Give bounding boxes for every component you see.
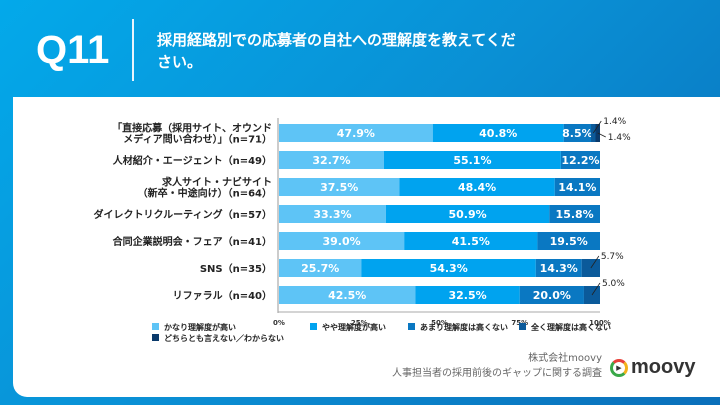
- callout-line: [590, 255, 600, 269]
- bar-segment: [519, 286, 584, 304]
- category-label: リファラル（n=40）: [173, 289, 272, 302]
- bar-segment: [549, 205, 600, 223]
- data-label: 48.4%: [458, 181, 496, 194]
- data-label: 1.4%: [603, 117, 626, 127]
- callout-line: [592, 120, 602, 134]
- data-label: 8.5%: [562, 127, 593, 140]
- category-label: 人材紹介・エージェント（n=49）: [113, 154, 272, 167]
- legend-swatch: [519, 323, 526, 330]
- moovy-logo: ▶ moovy: [610, 356, 695, 379]
- data-label: 54.3%: [430, 262, 468, 275]
- data-label: 40.8%: [479, 127, 517, 140]
- data-label: 33.3%: [313, 208, 351, 221]
- data-label: 5.7%: [601, 252, 624, 262]
- bar-segment: [563, 124, 592, 142]
- x-tick-label: 0%: [273, 319, 285, 327]
- data-label: 55.1%: [453, 154, 491, 167]
- legend-swatch: [310, 323, 317, 330]
- source-company: 株式会社moovy: [528, 353, 602, 364]
- x-tick-label: 100%: [589, 319, 611, 327]
- bar-segment: [385, 205, 550, 223]
- data-label: 15.8%: [556, 208, 594, 221]
- data-label: 5.0%: [602, 279, 625, 289]
- bar-segment: [279, 151, 384, 169]
- category-label: ダイレクトリクルーティング（n=57）: [93, 208, 272, 221]
- data-label: 25.7%: [301, 262, 339, 275]
- data-label: 41.5%: [452, 235, 490, 248]
- legend-swatch: [408, 323, 415, 330]
- bar-segment: [535, 259, 582, 277]
- data-label: 20.0%: [533, 289, 571, 302]
- divider: [132, 19, 134, 81]
- data-label: 47.9%: [337, 127, 375, 140]
- bar-segment: [361, 259, 536, 277]
- legend-label: かなり理解度が高い: [164, 322, 236, 332]
- bar-segment: [279, 205, 386, 223]
- data-label: 14.3%: [540, 262, 578, 275]
- source-survey: 人事担当者の採用前後のギャップに関する調査: [392, 368, 602, 379]
- data-label: 14.1%: [558, 181, 596, 194]
- data-label: 39.0%: [323, 235, 361, 248]
- bar-segment: [404, 232, 538, 250]
- callout-line: [591, 282, 601, 296]
- bar-segment: [432, 124, 564, 142]
- data-label: 42.5%: [328, 289, 366, 302]
- data-label: 19.5%: [550, 235, 588, 248]
- category-label: （新卒・中途向け）（n=64）: [138, 187, 272, 200]
- category-label: メディア問い合わせ）」（n=71）: [123, 133, 272, 146]
- bar-segment: [560, 151, 600, 169]
- data-label: 37.5%: [320, 181, 358, 194]
- category-label: 求人サイト・ナビサイト: [162, 176, 272, 189]
- bar-segment: [399, 178, 555, 196]
- bar-segment: [279, 124, 433, 142]
- bar-segment: [537, 232, 600, 250]
- category-label: 「直接応募（採用サイト、オウンド: [112, 122, 272, 135]
- bar-segment: [554, 178, 600, 196]
- data-label: 1.4%: [608, 133, 631, 143]
- logo-text: moovy: [631, 356, 696, 378]
- question-number: Q11: [36, 28, 110, 72]
- data-label: 32.7%: [312, 154, 350, 167]
- legend-swatch: [152, 334, 159, 341]
- bar-segment: [279, 232, 405, 250]
- question-title: 採用経路別での応募者の自社への理解度を教えてください。: [157, 31, 516, 71]
- legend-label: あまり理解度は高くない: [420, 322, 508, 332]
- bar-segment: [279, 178, 400, 196]
- legend-swatch: [152, 323, 159, 330]
- bar-segment: [383, 151, 561, 169]
- bar-segment: [279, 286, 416, 304]
- play-icon: ▶: [610, 358, 628, 377]
- callout-line: [597, 132, 606, 138]
- bar-segment: [415, 286, 520, 304]
- category-label: SNS（n=35）: [200, 262, 272, 275]
- bar-segment: [279, 259, 362, 277]
- data-label: 12.2%: [561, 154, 599, 167]
- legend-label: 全く理解度は高くない: [530, 322, 611, 332]
- category-label: 合同企業説明会・フェア（n=41）: [112, 235, 272, 248]
- x-tick-label: 50%: [431, 319, 448, 327]
- source-note: 株式会社moovy 人事担当者の採用前後のギャップに関する調査: [392, 351, 602, 381]
- legend-label: やや理解度が高い: [322, 322, 386, 332]
- data-label: 50.9%: [449, 208, 487, 221]
- legend-label: どちらとも言えない／わからない: [164, 333, 284, 343]
- x-tick-label: 25%: [351, 319, 368, 327]
- data-label: 32.5%: [449, 289, 487, 302]
